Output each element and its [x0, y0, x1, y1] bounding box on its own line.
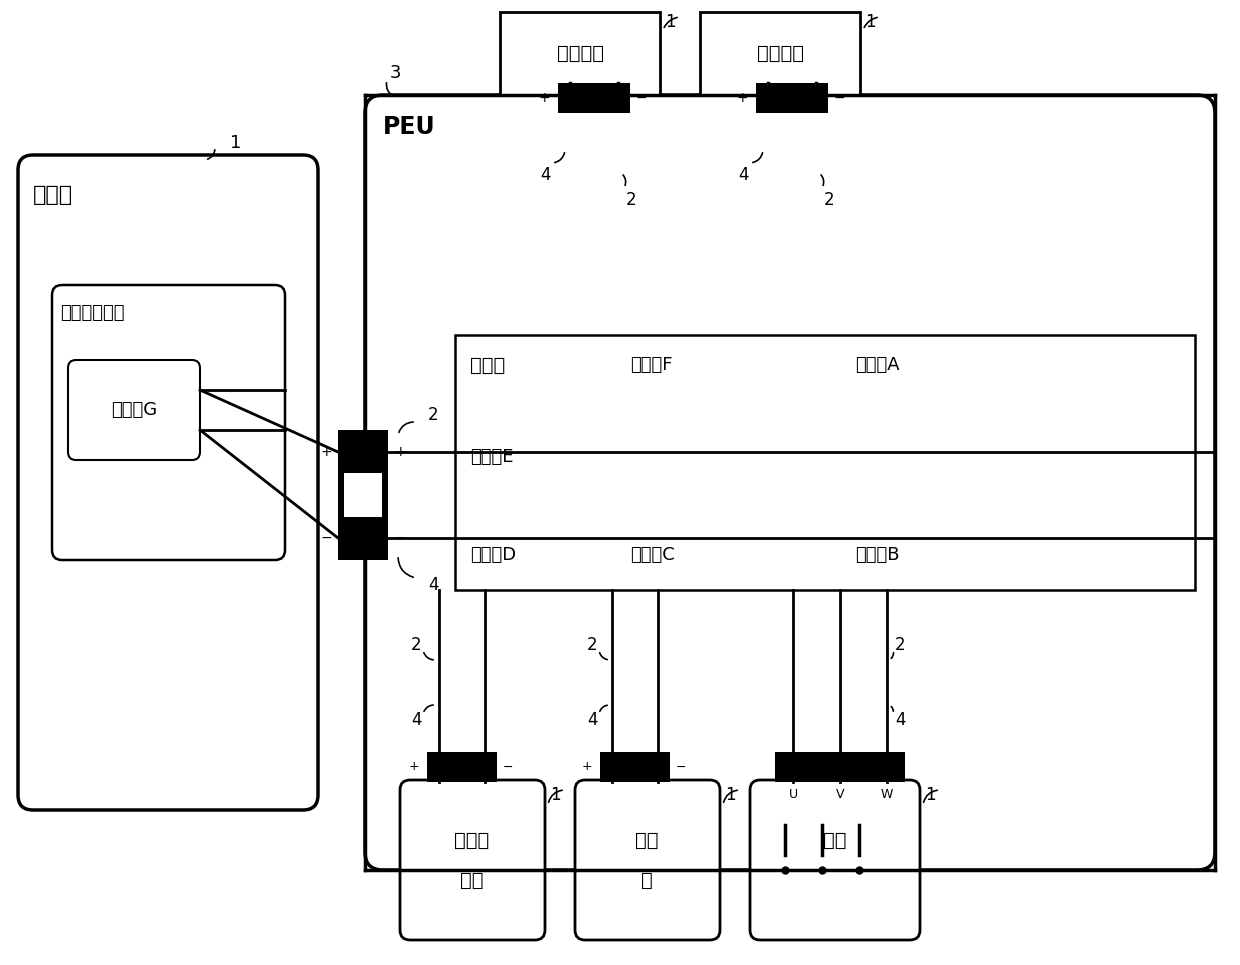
Text: 快充装置: 快充装置 — [756, 43, 804, 63]
FancyBboxPatch shape — [365, 95, 1215, 870]
Text: 电池管理系统: 电池管理系统 — [60, 304, 124, 322]
Text: −: − — [835, 91, 846, 105]
Bar — [339, 430, 388, 560]
Bar — [600, 752, 670, 782]
Text: 1: 1 — [866, 13, 875, 31]
Text: −: − — [394, 531, 405, 545]
Bar — [343, 473, 382, 517]
Text: 2: 2 — [825, 191, 835, 209]
Text: 4: 4 — [539, 166, 551, 184]
Text: +: + — [582, 760, 591, 774]
Text: 空调压: 空调压 — [454, 831, 490, 849]
Text: 检测点G: 检测点G — [110, 401, 157, 419]
Text: 检测点E: 检测点E — [470, 448, 513, 466]
Text: +: + — [538, 91, 551, 105]
FancyBboxPatch shape — [19, 155, 317, 810]
Bar — [500, 12, 660, 95]
Text: −: − — [676, 760, 687, 774]
Text: PEU: PEU — [383, 115, 435, 139]
FancyBboxPatch shape — [575, 780, 720, 940]
FancyBboxPatch shape — [750, 780, 920, 940]
Text: 检测点C: 检测点C — [630, 546, 675, 564]
Bar — [775, 752, 905, 782]
Text: 检测点D: 检测点D — [470, 546, 516, 564]
Text: 4: 4 — [738, 166, 749, 184]
Text: 检测点F: 检测点F — [630, 356, 672, 374]
Text: 1: 1 — [725, 786, 735, 804]
Text: 2: 2 — [410, 636, 422, 654]
Text: +: + — [737, 91, 748, 105]
Text: 4: 4 — [428, 576, 439, 594]
Text: 3: 3 — [391, 64, 402, 82]
Text: +: + — [408, 760, 419, 774]
Text: 2: 2 — [428, 406, 439, 424]
Bar — [427, 752, 497, 782]
Text: 检测点B: 检测点B — [856, 546, 899, 564]
Text: 1: 1 — [229, 134, 242, 152]
Text: +: + — [320, 445, 332, 459]
Text: +: + — [394, 445, 405, 459]
FancyBboxPatch shape — [52, 285, 285, 560]
Bar — [756, 83, 828, 113]
Text: 电机: 电机 — [823, 831, 847, 849]
Text: 加热: 加热 — [635, 831, 658, 849]
Bar — [455, 335, 1195, 590]
Text: 慢充装置: 慢充装置 — [557, 43, 604, 63]
Text: 4: 4 — [895, 711, 905, 729]
Text: 1: 1 — [925, 786, 936, 804]
Text: W: W — [880, 787, 893, 801]
Text: 缩机: 缩机 — [460, 870, 484, 890]
Text: 4: 4 — [587, 711, 598, 729]
Text: 电池包: 电池包 — [33, 185, 73, 205]
Text: 2: 2 — [587, 636, 598, 654]
Text: 1: 1 — [551, 786, 560, 804]
Text: −: − — [503, 760, 513, 774]
Text: U: U — [789, 787, 797, 801]
Text: 控制板: 控制板 — [470, 355, 505, 374]
Text: 2: 2 — [895, 636, 905, 654]
Text: 器: 器 — [641, 870, 653, 890]
Text: 检测点A: 检测点A — [856, 356, 900, 374]
Text: 4: 4 — [410, 711, 422, 729]
Text: −: − — [320, 531, 332, 545]
Text: 2: 2 — [626, 191, 636, 209]
Text: −: − — [636, 91, 647, 105]
Text: V: V — [836, 787, 844, 801]
FancyBboxPatch shape — [401, 780, 546, 940]
Text: 1: 1 — [665, 13, 676, 31]
FancyBboxPatch shape — [68, 360, 200, 460]
Bar — [558, 83, 630, 113]
Bar — [701, 12, 861, 95]
